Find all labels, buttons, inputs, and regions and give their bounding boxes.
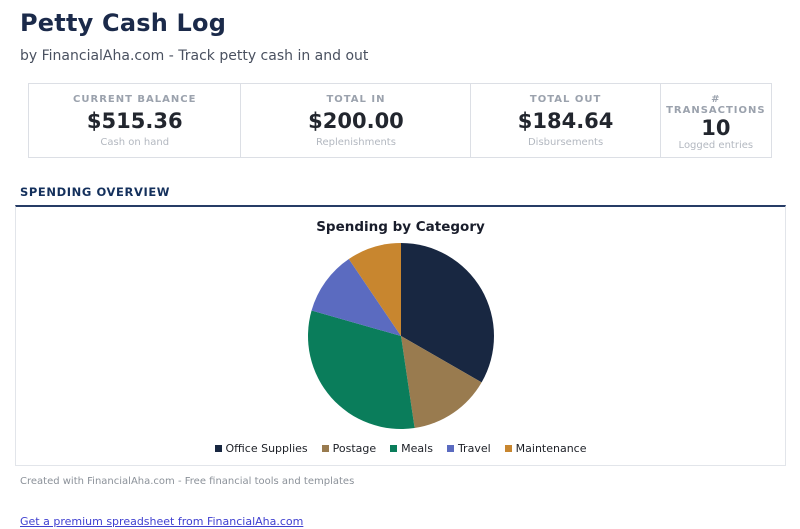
pie-slice-office-supplies xyxy=(400,243,494,383)
stat-sublabel: Replenishments xyxy=(315,137,396,148)
stat-sublabel: Cash on hand xyxy=(100,137,170,148)
stat-card-total-out: TOTAL OUT $184.64 Disbursements xyxy=(470,84,659,157)
legend-label: Meals xyxy=(401,442,433,455)
legend-item: Meals xyxy=(390,442,433,455)
stat-label: TOTAL IN xyxy=(326,94,386,105)
legend-swatch xyxy=(446,445,454,452)
premium-spreadsheet-link[interactable]: Get a premium spreadsheet from Financial… xyxy=(20,515,304,528)
stat-value: $184.64 xyxy=(517,109,614,133)
stat-value: $515.36 xyxy=(86,109,183,133)
legend-swatch xyxy=(504,445,512,452)
legend-label: Office Supplies xyxy=(225,442,308,455)
legend-swatch xyxy=(214,445,222,452)
legend-label: Travel xyxy=(457,442,491,455)
pie-slice-maintenance xyxy=(348,243,401,336)
stat-card-transactions: # TRANSACTIONS 10 Logged entries xyxy=(659,84,771,157)
stat-label: TOTAL OUT xyxy=(529,94,602,105)
pie-slice-postage xyxy=(400,336,482,428)
stat-sublabel: Logged entries xyxy=(678,140,754,151)
stat-label: # TRANSACTIONS xyxy=(666,94,766,116)
page-title: Petty Cash Log xyxy=(20,9,227,37)
legend-item: Postage xyxy=(321,442,377,455)
legend-item: Travel xyxy=(446,442,491,455)
stats-bar: CURRENT BALANCE $515.36 Cash on hand TOT… xyxy=(28,83,772,158)
stat-sublabel: Disbursements xyxy=(527,137,604,148)
stat-card-current-balance: CURRENT BALANCE $515.36 Cash on hand xyxy=(29,84,240,157)
section-heading: SPENDING OVERVIEW xyxy=(20,185,171,199)
stat-value: $200.00 xyxy=(308,109,404,133)
stat-card-total-in: TOTAL IN $200.00 Replenishments xyxy=(240,84,470,157)
page-subtitle: by FinancialAha.com - Track petty cash i… xyxy=(20,48,369,64)
pie-chart xyxy=(307,243,494,430)
stat-label: CURRENT BALANCE xyxy=(73,94,197,105)
legend-swatch xyxy=(390,445,398,452)
pie-slice-meals xyxy=(307,310,415,430)
chart-legend: Office Supplies Postage Meals Travel Mainten… xyxy=(16,442,785,455)
stat-value: 10 xyxy=(701,116,731,140)
pie-slice-travel xyxy=(311,259,401,336)
legend-swatch xyxy=(321,445,329,452)
footer-credit: Created with FinancialAha.com - Free fin… xyxy=(20,476,355,487)
chart-panel: Spending by Category Office Supplies Post… xyxy=(15,205,786,466)
chart-title: Spending by Category xyxy=(316,219,485,235)
legend-item: Maintenance xyxy=(504,442,587,455)
legend-label: Maintenance xyxy=(515,442,587,455)
legend-item: Office Supplies xyxy=(214,442,308,455)
legend-label: Postage xyxy=(332,442,377,455)
page: Petty Cash Log by FinancialAha.com - Tra… xyxy=(15,9,786,528)
